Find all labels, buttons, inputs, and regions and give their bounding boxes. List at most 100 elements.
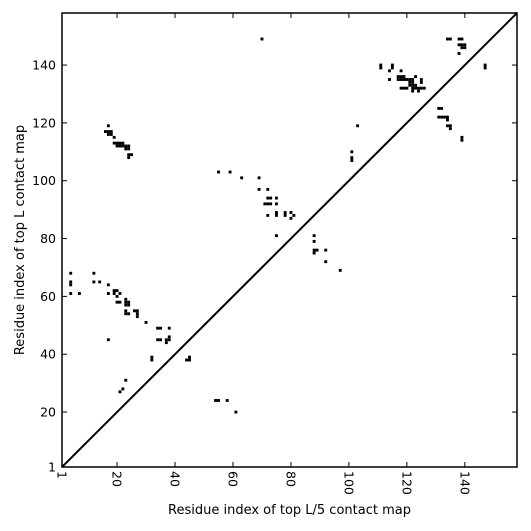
contact-point xyxy=(217,170,220,174)
contact-point xyxy=(69,292,73,295)
contact-point xyxy=(419,80,423,84)
contact-point xyxy=(106,283,110,287)
contact-point xyxy=(460,135,464,139)
contact-point xyxy=(463,46,467,50)
contact-point xyxy=(127,144,131,148)
contact-point xyxy=(77,292,81,295)
contact-point xyxy=(266,187,270,191)
contact-point xyxy=(408,80,412,84)
contact-point xyxy=(269,202,273,206)
contact-point xyxy=(185,358,189,362)
contact-point xyxy=(356,124,360,128)
contact-point xyxy=(414,86,418,90)
x-tick-label: 20 xyxy=(110,471,125,487)
x-axis-label: Residue index of top L/5 contact map xyxy=(168,503,411,518)
contact-point xyxy=(399,86,403,90)
contact-point xyxy=(312,251,316,255)
contact-point xyxy=(411,89,415,93)
contact-point xyxy=(292,213,296,217)
x-tick-label: 120 xyxy=(399,471,414,495)
contact-point xyxy=(324,260,328,264)
contact-point xyxy=(419,86,423,90)
contact-point xyxy=(124,147,128,151)
contact-point xyxy=(118,390,122,394)
contact-point xyxy=(127,147,131,151)
contact-point xyxy=(124,144,128,148)
diagonal-line xyxy=(61,12,518,468)
contact-point xyxy=(460,46,464,50)
x-axis-ticks: 1 20 40 60 80 100 120 140 xyxy=(55,13,472,495)
contact-point xyxy=(379,63,383,67)
y-axis-label: Residue index of top L contact map xyxy=(13,125,28,355)
contact-point xyxy=(414,83,418,87)
contact-point xyxy=(188,358,191,362)
contact-point xyxy=(443,115,446,119)
contact-point xyxy=(266,202,270,206)
contact-point xyxy=(440,115,444,119)
x-tick-label: 100 xyxy=(341,471,356,495)
contact-point xyxy=(399,69,403,73)
contact-point xyxy=(167,338,171,342)
contact-point xyxy=(98,280,102,284)
contact-point xyxy=(275,213,278,217)
contact-point xyxy=(118,300,122,304)
contact-point xyxy=(217,399,220,402)
x-tick-label: 60 xyxy=(225,471,240,487)
contact-point xyxy=(275,211,278,214)
contact-points xyxy=(69,37,487,414)
contact-point xyxy=(437,106,441,110)
contact-point xyxy=(460,37,464,41)
y-tick-label: 80 xyxy=(40,231,56,246)
contact-point xyxy=(417,89,420,93)
contact-point xyxy=(446,37,449,41)
contact-point xyxy=(106,338,110,342)
contact-point xyxy=(127,303,131,307)
contact-point xyxy=(257,187,261,191)
contact-point xyxy=(135,309,139,313)
contact-point xyxy=(121,387,125,391)
contact-point xyxy=(437,115,441,119)
contact-point xyxy=(388,69,391,73)
contact-point xyxy=(448,37,452,41)
contact-point xyxy=(350,159,354,162)
y-tick-label: 20 xyxy=(40,405,56,420)
contact-point xyxy=(312,248,316,252)
contact-point xyxy=(124,303,128,307)
contact-point xyxy=(312,234,316,238)
contact-point xyxy=(457,43,461,47)
contact-point xyxy=(115,294,119,298)
contact-point xyxy=(483,63,487,67)
contact-point xyxy=(411,83,415,87)
contact-point xyxy=(159,338,162,342)
contact-point xyxy=(124,297,128,301)
contact-point xyxy=(405,86,409,90)
contact-point xyxy=(396,75,400,79)
contact-point xyxy=(275,202,278,206)
contact-point xyxy=(130,153,134,157)
contact-point xyxy=(118,141,122,145)
contact-point xyxy=(388,78,391,81)
contact-point xyxy=(150,355,154,359)
x-tick-label: 1 xyxy=(55,471,70,479)
contact-point xyxy=(150,358,154,362)
contact-point xyxy=(275,196,278,200)
contact-point xyxy=(115,300,119,304)
contact-point xyxy=(379,66,383,70)
contact-point xyxy=(144,320,148,324)
contact-point xyxy=(463,43,467,47)
contact-point xyxy=(159,326,162,330)
contact-point xyxy=(112,289,116,293)
contact-point xyxy=(156,338,160,342)
contact-point xyxy=(115,289,119,293)
contact-point xyxy=(167,326,171,330)
contact-point xyxy=(390,63,394,67)
contact-point xyxy=(446,115,449,119)
contact-point xyxy=(214,399,218,402)
contact-point xyxy=(312,240,316,243)
contact-point xyxy=(289,216,293,220)
x-tick-label: 80 xyxy=(283,471,298,487)
contact-point xyxy=(417,86,420,90)
contact-point xyxy=(390,66,394,70)
contact-point xyxy=(69,283,73,287)
